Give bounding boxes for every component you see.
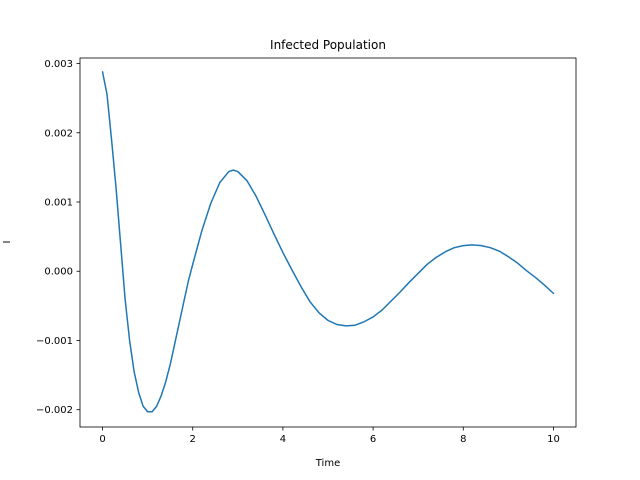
chart-title: Infected Population xyxy=(270,38,386,52)
x-tick-label: 8 xyxy=(460,434,466,445)
plot-area xyxy=(80,58,576,427)
x-tick-label: 4 xyxy=(280,434,286,445)
x-tick-label: 2 xyxy=(190,434,196,445)
x-axis-label: Time xyxy=(315,458,340,469)
x-tick-label: 10 xyxy=(547,434,560,445)
series-layer xyxy=(101,71,555,413)
y-tick-label: 0.003 xyxy=(44,59,73,70)
plot-frame xyxy=(79,57,577,428)
y-tick-label: 0.001 xyxy=(44,198,73,209)
x-tick-label: 0 xyxy=(99,434,105,445)
y-tick-label: −0.001 xyxy=(36,336,73,347)
series-line-0 xyxy=(101,71,555,413)
y-axis-label: I xyxy=(2,241,13,244)
y-tick-label: −0.002 xyxy=(36,405,73,416)
x-axis: 0 2 4 6 8 10 xyxy=(99,427,560,445)
y-tick-label: 0.002 xyxy=(44,128,73,139)
y-tick-label: 0.000 xyxy=(44,267,73,278)
x-tick-label: 6 xyxy=(370,434,376,445)
y-axis: −0.002 −0.001 0.000 0.001 0.002 0.003 xyxy=(36,59,80,416)
